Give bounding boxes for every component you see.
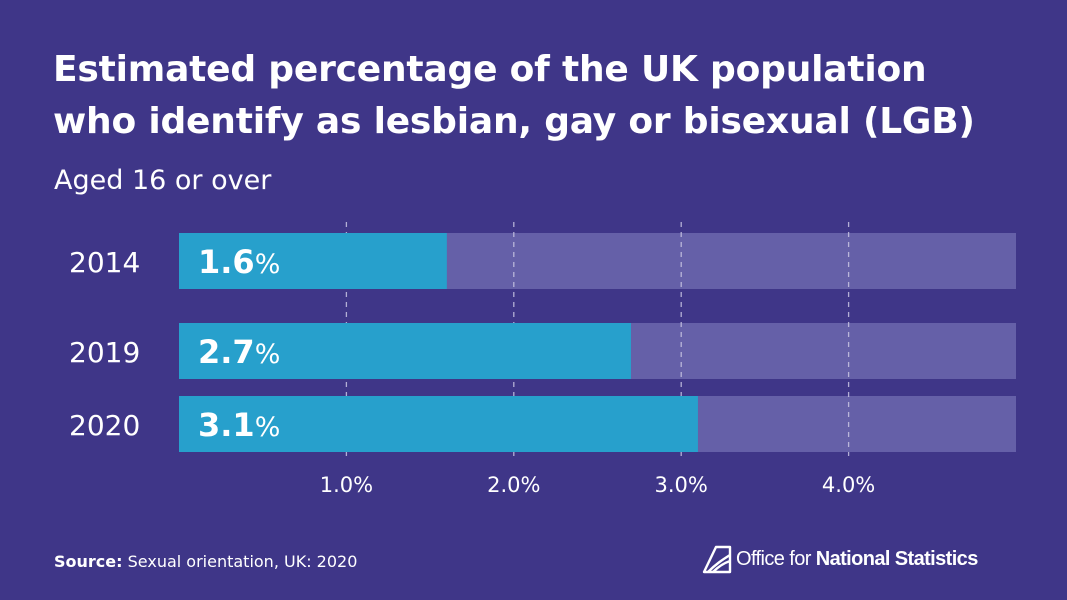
x-tick-label: 3.0% [655, 473, 708, 497]
chart-title-line-1: Estimated percentage of the UK populatio… [53, 49, 927, 90]
source-label: Source: [54, 552, 123, 571]
category-label: 2019 [69, 336, 140, 369]
ons-logo-text-bold: National Statistics [815, 547, 979, 570]
x-tick-label: 2.0% [487, 473, 540, 497]
chart-title-line-2: who identify as lesbian, gay or bisexual… [53, 101, 975, 142]
category-label: 2020 [69, 409, 140, 442]
data-label: 2.7% [198, 333, 280, 371]
ons-logo-icon [702, 545, 732, 574]
chart-subtitle: Aged 16 or over [54, 165, 272, 196]
source-text: Sexual orientation, UK: 2020 [127, 552, 358, 571]
source-note: Source: Sexual orientation, UK: 2020 [54, 552, 357, 571]
category-label: 2014 [69, 246, 140, 279]
ons-logo: Office for National Statistics [702, 544, 978, 574]
data-label: 3.1% [198, 406, 280, 444]
x-tick-label: 4.0% [822, 473, 875, 497]
ons-logo-text-regular: Office for [736, 547, 811, 570]
x-tick-label: 1.0% [320, 473, 373, 497]
data-label: 1.6% [198, 243, 280, 281]
ons-logo-text: Office for National Statistics [736, 548, 978, 571]
bar-2019 [179, 323, 631, 379]
bar-2020 [179, 396, 698, 452]
chart-title: Estimated percentage of the UK populatio… [53, 44, 1033, 148]
bar-2014 [179, 233, 447, 289]
